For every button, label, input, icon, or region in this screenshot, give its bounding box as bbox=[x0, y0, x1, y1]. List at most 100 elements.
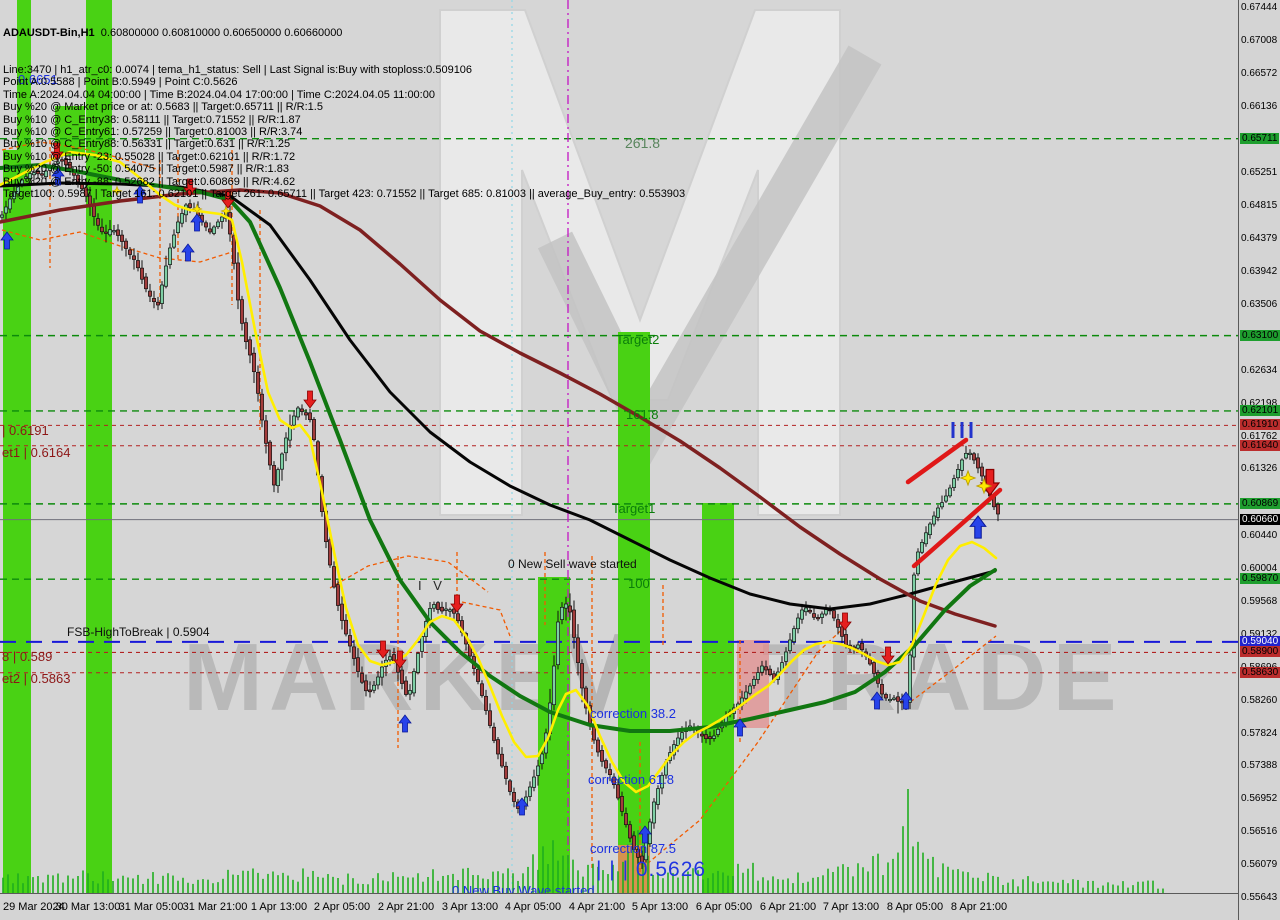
buy-arrow-icon bbox=[969, 515, 987, 539]
time-tick-label: 31 Mar 21:00 bbox=[182, 901, 248, 913]
sell-arrow-icon bbox=[393, 650, 407, 669]
price-tick-label: 0.59132 bbox=[1241, 628, 1278, 640]
sell-arrow-icon bbox=[183, 178, 197, 197]
price-tick-label: 0.61762 bbox=[1241, 430, 1278, 442]
time-tick-label: 7 Apr 13:00 bbox=[822, 901, 880, 913]
time-tick-label: 29 Mar 2024 bbox=[3, 901, 65, 913]
time-tick-label: 8 Apr 21:00 bbox=[950, 901, 1008, 913]
ma-slow-black bbox=[0, 181, 997, 611]
price-level-label: 0.63100 bbox=[1240, 329, 1280, 341]
price-level-label: 0.58630 bbox=[1240, 666, 1280, 678]
buy-arrow-icon bbox=[398, 714, 412, 733]
star-marker-icon bbox=[111, 185, 123, 197]
info-line: Buy %20 @ Entry -88: 0.52682 || Target:0… bbox=[3, 175, 296, 188]
info-line: Buy %20 @ Entry -50: 0.54075 || Target:0… bbox=[3, 163, 289, 176]
price-tick-label: 0.63942 bbox=[1241, 266, 1278, 278]
time-tick-label: 31 Mar 05:00 bbox=[118, 901, 184, 913]
candles bbox=[0, 153, 1000, 870]
buy-arrow-icon bbox=[181, 243, 195, 262]
price-level-label: 0.58900 bbox=[1240, 646, 1280, 658]
svg-text:TRADE: TRADE bbox=[762, 624, 1123, 731]
price-tick-label: 0.57388 bbox=[1241, 760, 1278, 772]
price-axis[interactable]: 0.67444 0.67008 0.66572 0.66136 0.65251 0.648… bbox=[1238, 0, 1280, 920]
star-marker-icon bbox=[975, 477, 993, 495]
indicator-info-block: ADAUSDT-Bin,H1 0.60800000 0.60810000 0.6… bbox=[3, 2, 685, 201]
price-tick-label: 0.64815 bbox=[1241, 200, 1278, 212]
info-line: Target100: 0.5987 | Target 161: 0.62101 … bbox=[3, 188, 686, 201]
info-line: Point A:0.5588 | Point B:0.5949 | Point … bbox=[3, 76, 238, 89]
price-tick-label: 0.66572 bbox=[1241, 67, 1278, 79]
price-tick-label: 0.67444 bbox=[1241, 2, 1278, 13]
time-tick-label: 2 Apr 05:00 bbox=[313, 901, 371, 913]
price-level-label: 0.61640 bbox=[1240, 439, 1280, 451]
time-tick-label: 4 Apr 21:00 bbox=[568, 901, 626, 913]
price-tick-label: 0.63506 bbox=[1241, 299, 1278, 310]
time-tick-label: 5 Apr 13:00 bbox=[631, 901, 689, 913]
buy-arrow-icon bbox=[733, 718, 747, 737]
moving-averages bbox=[0, 150, 998, 794]
price-level-label: 0.61910 bbox=[1240, 419, 1280, 431]
price-tick-label: 0.64379 bbox=[1241, 233, 1278, 245]
sell-arrow-icon bbox=[838, 612, 852, 631]
price-tick-label: 0.60004 bbox=[1241, 563, 1278, 575]
price-tick-label: 0.57824 bbox=[1241, 727, 1278, 739]
time-tick-label: 30 Mar 13:00 bbox=[55, 901, 121, 913]
info-line: Buy %10 @ Entry -23: 0.55028 || Target:0… bbox=[3, 150, 296, 163]
price-tick-label: 0.59568 bbox=[1241, 596, 1278, 607]
price-tick-label: 0.66136 bbox=[1241, 100, 1278, 112]
time-tick-label: 8 Apr 05:00 bbox=[886, 901, 944, 913]
info-line: Buy %10 @ C_Entry88: 0.56331 || Target:0… bbox=[3, 138, 291, 151]
zone-green bbox=[3, 150, 31, 893]
info-line: Buy %20 @ Market price or at: 0.5683 || … bbox=[3, 101, 323, 114]
ma-fast-yellow bbox=[0, 150, 998, 794]
price-tick-label: 0.65251 bbox=[1241, 167, 1278, 179]
ma-mid-green bbox=[0, 163, 997, 733]
time-tick-label: 1 Apr 13:00 bbox=[250, 901, 308, 913]
buy-arrow-icon bbox=[515, 797, 529, 816]
sell-arrow-icon bbox=[50, 142, 64, 161]
sell-arrow-icon bbox=[881, 646, 895, 665]
time-tick-label: 2 Apr 21:00 bbox=[377, 901, 435, 913]
svg-text:MARKE: MARKE bbox=[183, 624, 565, 731]
price-level-label: 0.60660 bbox=[1240, 513, 1280, 525]
buy-arrow-icon bbox=[133, 185, 147, 204]
price-level-label: 0.65711 bbox=[1240, 132, 1280, 144]
zone-green bbox=[702, 503, 734, 893]
ohlc-values: 0.60800000 0.60810000 0.60650000 0.60660… bbox=[100, 26, 343, 39]
star-marker-icon bbox=[959, 469, 977, 487]
info-line: Buy %10 @ C_Entry61: 0.57259 || Target:0… bbox=[3, 126, 303, 139]
symbol-ohlc-line: ADAUSDT-Bin,H1 0.60800000 0.60810000 0.6… bbox=[3, 27, 685, 39]
time-axis[interactable]: 29 Mar 2024 30 Mar 13:00 31 Mar 05:00 31 Ma… bbox=[0, 893, 1238, 920]
info-line: Line:3470 | h1_atr_c0: 0.0074 | tema_h1_… bbox=[3, 64, 473, 77]
price-level-label: 0.59870 bbox=[1240, 573, 1280, 585]
price-tick-label: 0.62198 bbox=[1241, 397, 1278, 409]
price-level-label: 0.60869 bbox=[1240, 497, 1280, 509]
time-tick-label: 4 Apr 05:00 bbox=[504, 901, 562, 913]
zone-green bbox=[538, 577, 570, 893]
price-tick-label: 0.55643 bbox=[1241, 892, 1278, 904]
time-tick-label: 6 Apr 05:00 bbox=[695, 901, 753, 913]
zone-green bbox=[86, 0, 112, 893]
price-tick-label: 0.60440 bbox=[1241, 530, 1278, 542]
time-tick-label: 3 Apr 13:00 bbox=[441, 901, 499, 913]
buy-arrow-icon bbox=[638, 825, 652, 844]
sell-arrow-icon bbox=[303, 390, 317, 409]
buy-arrow-icon bbox=[0, 231, 14, 250]
info-line: Time A:2024.04.04 04:00:00 | Time B:2024… bbox=[3, 88, 435, 101]
buy-arrow-icon bbox=[51, 167, 65, 186]
buy-arrow-icon bbox=[899, 691, 913, 710]
star-marker-icon bbox=[191, 203, 203, 215]
level-lines bbox=[0, 0, 1238, 893]
sell-arrow-icon bbox=[221, 190, 235, 209]
price-level-label: 0.62101 bbox=[1240, 404, 1280, 416]
price-tick-label: 0.56079 bbox=[1241, 859, 1278, 871]
price-tick-label: 0.61326 bbox=[1241, 463, 1278, 475]
price-tick-label: 0.67008 bbox=[1241, 34, 1278, 46]
trend-channel bbox=[905, 437, 1003, 569]
signal-arrows bbox=[0, 142, 1001, 844]
info-line: Buy %10 @ C_Entry38: 0.58111 || Target:0… bbox=[3, 113, 301, 126]
volume-histogram bbox=[2, 789, 1164, 893]
time-tick-label: 6 Apr 21:00 bbox=[759, 901, 817, 913]
